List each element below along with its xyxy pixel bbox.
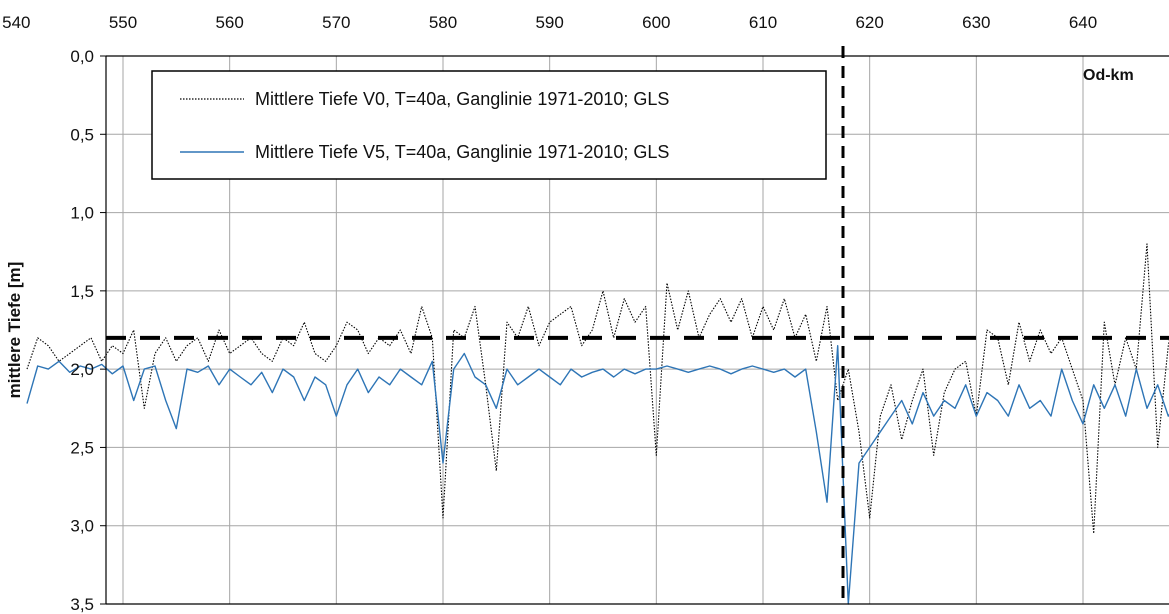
y-axis-title: mittlere Tiefe [m] <box>5 262 24 399</box>
x-tick-label: 610 <box>749 13 777 32</box>
series-v5-line <box>26 345 1169 605</box>
y-tick-label: 0,5 <box>70 125 94 144</box>
axes: 5405505605705805906006106206306406506606… <box>2 13 1169 614</box>
legend-box <box>151 70 827 180</box>
y-tick-label: 1,5 <box>70 282 94 301</box>
y-tick-label: 2,0 <box>70 360 94 379</box>
y-tick-label: 1,0 <box>70 204 94 223</box>
legend: Mittlere Tiefe V0, T=40a, Ganglinie 1971… <box>151 70 827 180</box>
x-tick-label: 600 <box>642 13 670 32</box>
x-tick-label: 550 <box>109 13 137 32</box>
series-v0-line <box>26 243 1169 535</box>
x-tick-label: 630 <box>962 13 990 32</box>
legend-label-v0: Mittlere Tiefe V0, T=40a, Ganglinie 1971… <box>255 89 669 109</box>
x-tick-label: 540 <box>2 13 30 32</box>
y-tick-label: 2,5 <box>70 438 94 457</box>
x-tick-label: 580 <box>429 13 457 32</box>
y-tick-label: 0,0 <box>70 47 94 66</box>
y-tick-label: 3,5 <box>70 595 94 614</box>
x-tick-label: 590 <box>535 13 563 32</box>
x-tick-label: 560 <box>215 13 243 32</box>
x-tick-label: 570 <box>322 13 350 32</box>
legend-label-v5: Mittlere Tiefe V5, T=40a, Ganglinie 1971… <box>255 142 669 162</box>
y-tick-label: 3,0 <box>70 517 94 536</box>
series-layer <box>26 243 1169 605</box>
x-tick-label: 640 <box>1069 13 1097 32</box>
reference-lines <box>106 46 1169 604</box>
x-tick-label: 620 <box>855 13 883 32</box>
od-km-label: Od-km <box>1083 67 1134 84</box>
